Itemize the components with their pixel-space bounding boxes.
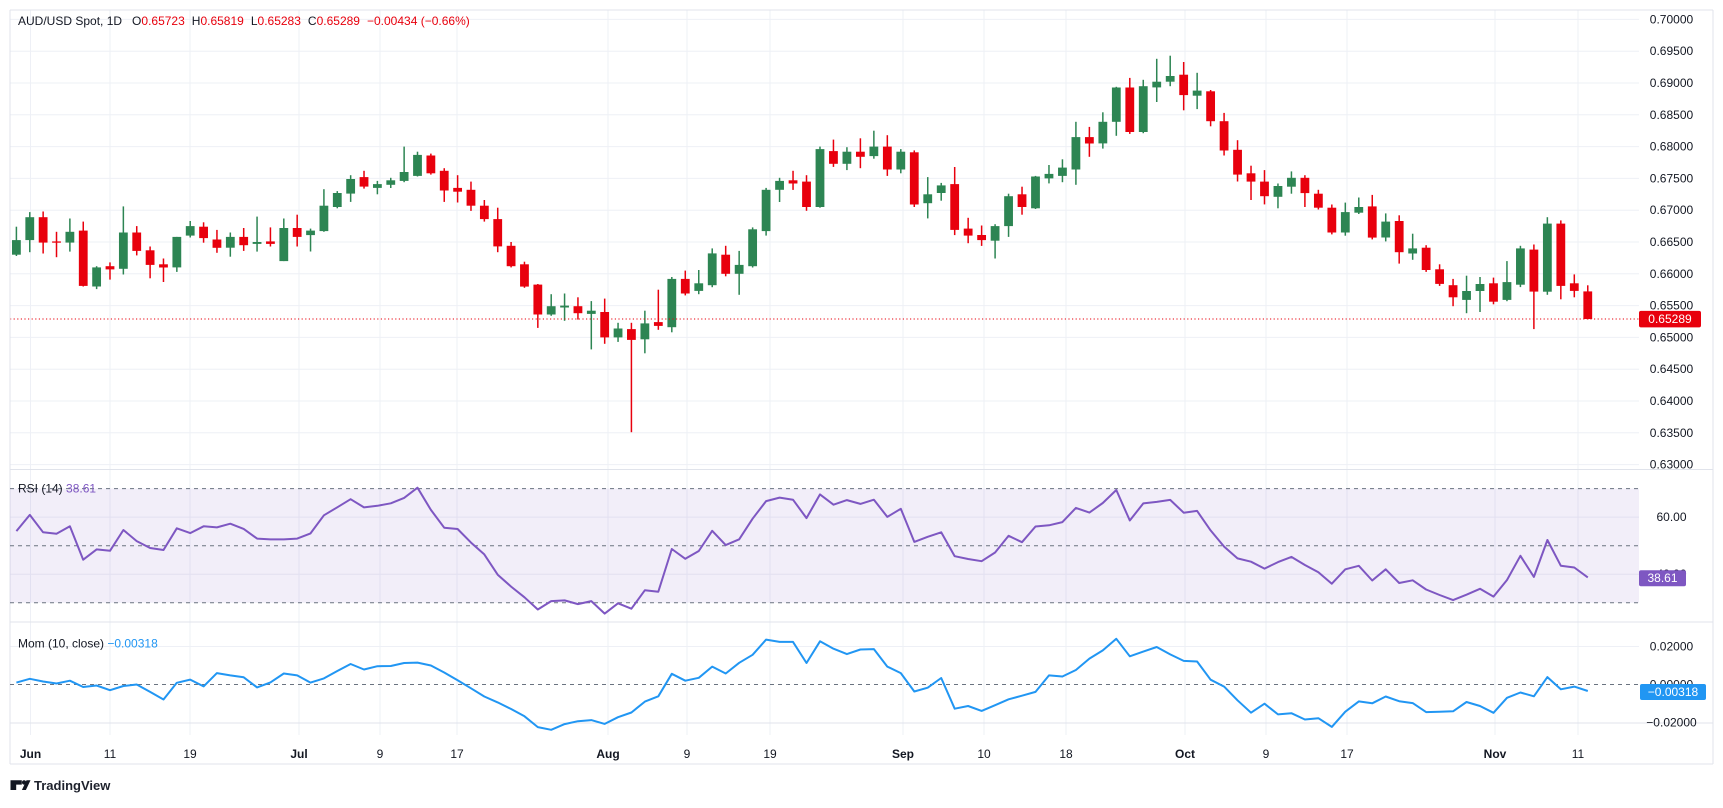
svg-text:19: 19 [763, 747, 777, 761]
svg-text:Mom (10, close) −0.00318: Mom (10, close) −0.00318 [18, 637, 158, 651]
svg-text:−0.02000: −0.02000 [1646, 716, 1697, 730]
svg-text:0.63500: 0.63500 [1650, 426, 1694, 440]
svg-text:0.67500: 0.67500 [1650, 171, 1694, 185]
svg-text:Nov: Nov [1484, 747, 1507, 761]
svg-text:Sep: Sep [892, 747, 914, 761]
svg-text:0.67000: 0.67000 [1650, 203, 1694, 217]
svg-text:9: 9 [684, 747, 691, 761]
svg-text:0.65289: 0.65289 [1648, 312, 1692, 326]
svg-text:19: 19 [183, 747, 197, 761]
svg-text:TradingView: TradingView [34, 778, 111, 793]
svg-text:0.68000: 0.68000 [1650, 140, 1694, 154]
svg-text:38.61: 38.61 [1647, 571, 1677, 585]
svg-text:0.63000: 0.63000 [1650, 458, 1694, 472]
svg-text:17: 17 [1340, 747, 1354, 761]
svg-text:−0.00318: −0.00318 [1648, 685, 1699, 699]
svg-text:0.64500: 0.64500 [1650, 362, 1694, 376]
svg-text:0.65500: 0.65500 [1650, 299, 1694, 313]
svg-text:60.00: 60.00 [1656, 510, 1686, 524]
svg-text:0.66000: 0.66000 [1650, 267, 1694, 281]
svg-text:9: 9 [1263, 747, 1270, 761]
svg-text:Jun: Jun [20, 747, 41, 761]
svg-text:11: 11 [104, 747, 117, 761]
svg-text:RSI (14) 38.61: RSI (14) 38.61 [18, 482, 96, 496]
svg-text:Jul: Jul [290, 747, 307, 761]
svg-text:0.69500: 0.69500 [1650, 44, 1694, 58]
svg-text:18: 18 [1059, 747, 1073, 761]
svg-text:Oct: Oct [1175, 747, 1195, 761]
svg-text:0.69000: 0.69000 [1650, 76, 1694, 90]
svg-text:0.65000: 0.65000 [1650, 330, 1694, 344]
svg-text:17: 17 [450, 747, 464, 761]
svg-text:10: 10 [977, 747, 991, 761]
svg-text:0.02000: 0.02000 [1650, 640, 1694, 654]
svg-text:9: 9 [377, 747, 384, 761]
svg-text:0.68500: 0.68500 [1650, 108, 1694, 122]
svg-text:0.70000: 0.70000 [1650, 12, 1694, 26]
svg-text:11: 11 [1572, 747, 1585, 761]
svg-text:Aug: Aug [596, 747, 619, 761]
svg-text:0.64000: 0.64000 [1650, 394, 1694, 408]
svg-text:0.66500: 0.66500 [1650, 235, 1694, 249]
